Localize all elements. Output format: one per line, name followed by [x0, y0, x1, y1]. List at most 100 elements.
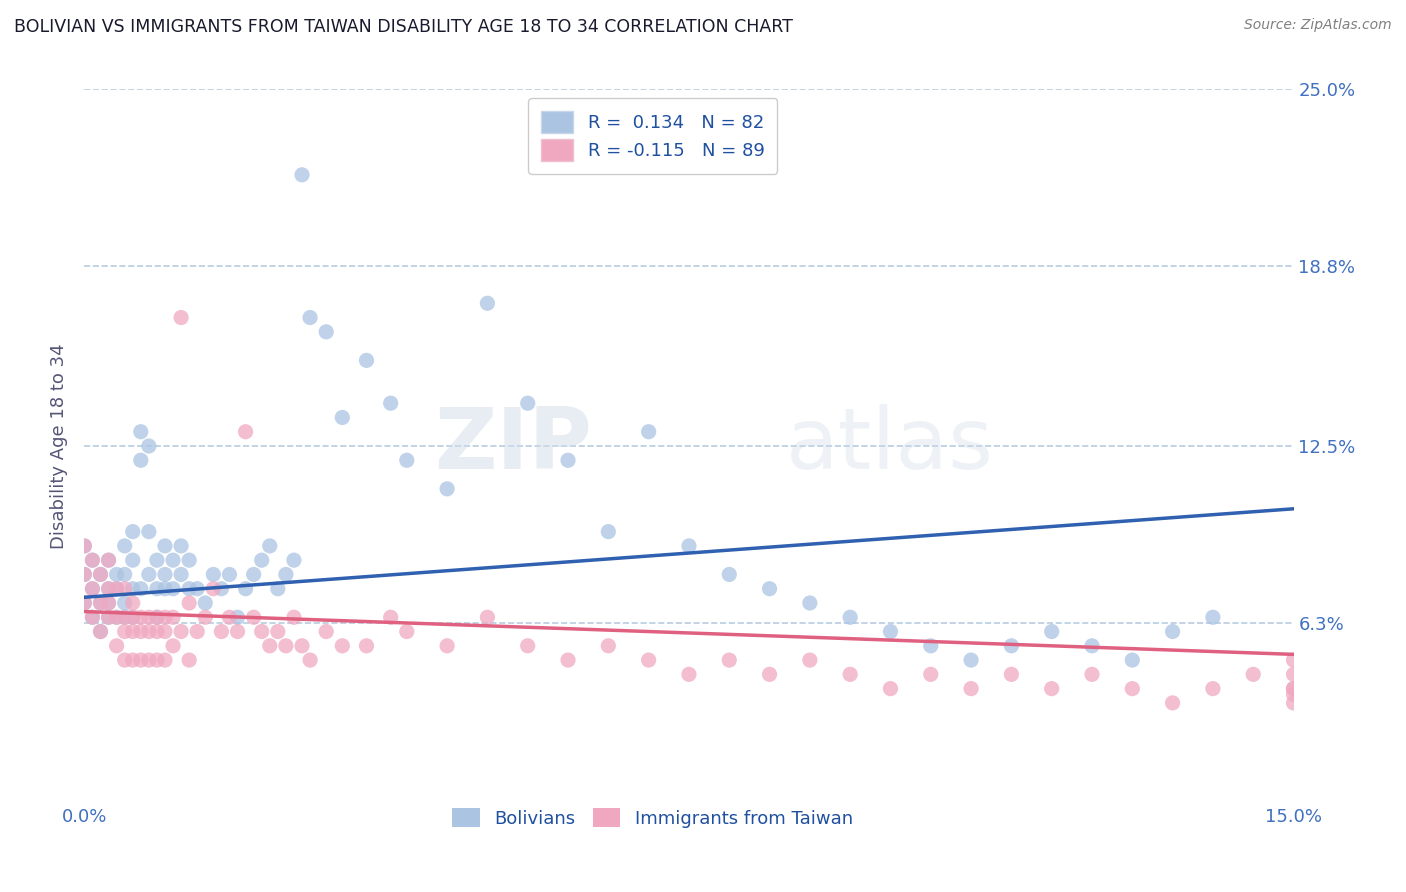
Point: [226, 610, 249, 624]
Point: [170, 624, 193, 639]
Point: [1000, 667, 1022, 681]
Text: BOLIVIAN VS IMMIGRANTS FROM TAIWAN DISABILITY AGE 18 TO 34 CORRELATION CHART: BOLIVIAN VS IMMIGRANTS FROM TAIWAN DISAB…: [14, 18, 793, 36]
Point: [138, 439, 160, 453]
Point: [89, 624, 111, 639]
Point: [1282, 681, 1305, 696]
Point: [259, 539, 281, 553]
Point: [718, 653, 741, 667]
Point: [1282, 653, 1305, 667]
Point: [129, 653, 152, 667]
Point: [186, 582, 208, 596]
Point: [274, 639, 297, 653]
Point: [678, 539, 700, 553]
Point: [179, 596, 201, 610]
Point: [235, 425, 257, 439]
Point: [202, 567, 225, 582]
Point: [121, 596, 143, 610]
Point: [114, 539, 136, 553]
Point: [153, 582, 176, 596]
Point: [89, 567, 111, 582]
Point: [1161, 624, 1184, 639]
Point: [1121, 653, 1143, 667]
Point: [202, 582, 225, 596]
Point: [170, 539, 193, 553]
Point: [153, 624, 176, 639]
Point: [153, 610, 176, 624]
Point: [170, 567, 193, 582]
Point: [839, 667, 862, 681]
Point: [637, 653, 659, 667]
Point: [162, 582, 184, 596]
Point: [839, 610, 862, 624]
Point: [146, 553, 169, 567]
Point: [299, 653, 322, 667]
Point: [799, 596, 821, 610]
Point: [146, 610, 169, 624]
Point: [129, 582, 152, 596]
Point: [436, 639, 458, 653]
Point: [330, 639, 353, 653]
Point: [105, 610, 128, 624]
Point: [960, 653, 983, 667]
Point: [73, 596, 96, 610]
Point: [315, 624, 337, 639]
Point: [879, 681, 901, 696]
Point: [1040, 624, 1063, 639]
Point: [153, 539, 176, 553]
Point: [194, 596, 217, 610]
Point: [242, 610, 264, 624]
Point: [1000, 639, 1022, 653]
Point: [1282, 681, 1305, 696]
Point: [138, 653, 160, 667]
Point: [138, 524, 160, 539]
Point: [121, 610, 143, 624]
Point: [82, 610, 104, 624]
Point: [678, 667, 700, 681]
Point: [97, 596, 120, 610]
Point: [82, 553, 104, 567]
Point: [598, 524, 620, 539]
Point: [121, 653, 143, 667]
Point: [380, 396, 402, 410]
Point: [758, 667, 780, 681]
Point: [73, 539, 96, 553]
Point: [105, 582, 128, 596]
Point: [799, 653, 821, 667]
Point: [209, 582, 232, 596]
Point: [218, 567, 240, 582]
Point: [598, 639, 620, 653]
Point: [97, 610, 120, 624]
Point: [1241, 667, 1264, 681]
Point: [114, 567, 136, 582]
Point: [89, 624, 111, 639]
Point: [179, 582, 201, 596]
Point: [395, 624, 418, 639]
Point: [114, 624, 136, 639]
Point: [637, 425, 659, 439]
Point: [138, 624, 160, 639]
Point: [920, 639, 942, 653]
Point: [89, 596, 111, 610]
Point: [250, 553, 273, 567]
Point: [557, 453, 579, 467]
Point: [146, 582, 169, 596]
Point: [97, 610, 120, 624]
Point: [274, 567, 297, 582]
Point: [146, 653, 169, 667]
Point: [179, 553, 201, 567]
Point: [105, 582, 128, 596]
Point: [162, 553, 184, 567]
Point: [179, 653, 201, 667]
Point: [89, 596, 111, 610]
Point: [73, 567, 96, 582]
Point: [758, 582, 780, 596]
Point: [170, 310, 193, 325]
Point: [557, 653, 579, 667]
Point: [1040, 681, 1063, 696]
Point: [162, 639, 184, 653]
Text: atlas: atlas: [786, 404, 994, 488]
Point: [516, 639, 538, 653]
Point: [395, 453, 418, 467]
Point: [283, 553, 305, 567]
Point: [73, 596, 96, 610]
